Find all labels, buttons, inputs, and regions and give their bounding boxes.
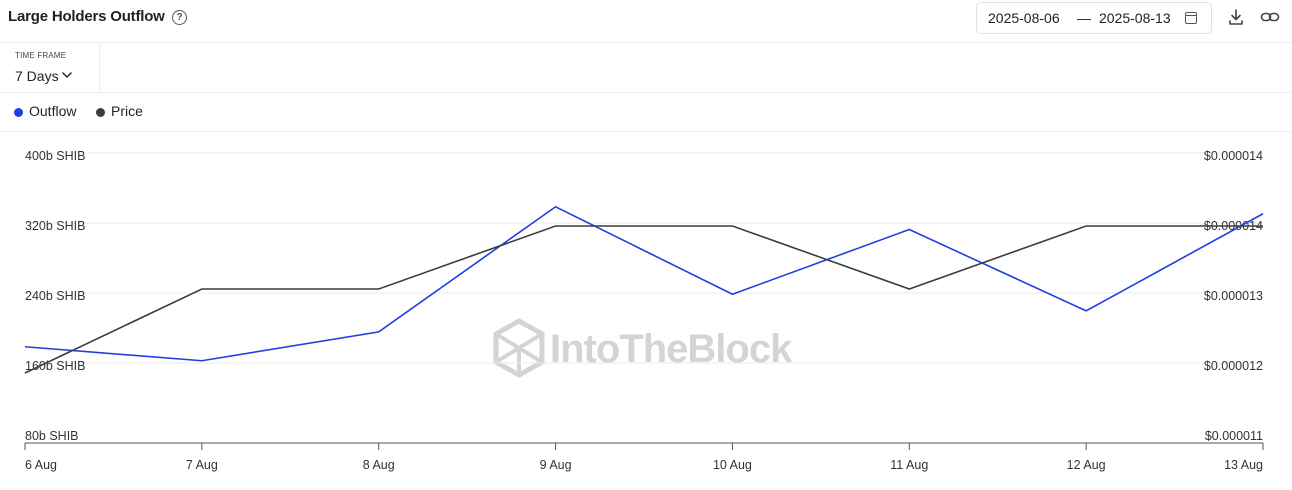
header-bar: Large Holders Outflow ? 2025-08-06 — 202… (0, 0, 1292, 43)
divider (0, 92, 1292, 93)
x-tick-label: 9 Aug (540, 458, 572, 472)
y-left-tick-label: 80b SHIB (25, 429, 79, 443)
y-left-tick-label: 160b SHIB (25, 359, 85, 373)
line-chart: 80b SHIB $0.000011 160b SHIB $0.000012 240b … (24, 149, 1264, 472)
legend-dot-price (96, 108, 105, 117)
series-line-price (24, 225, 1263, 374)
divider (0, 131, 1292, 132)
y-left-tick-label: 400b SHIB (25, 149, 85, 163)
x-tick-label: 11 Aug (890, 458, 928, 472)
watermark-text: IntoTheBlock (550, 327, 792, 371)
chevron-down-icon[interactable] (61, 69, 73, 81)
date-end: 2025-08-13 (1099, 10, 1171, 26)
legend-label-outflow: Outflow (29, 103, 77, 119)
timeframe-value[interactable]: 7 Days (15, 68, 59, 84)
y-right-tick-label: $0.000012 (1204, 359, 1263, 373)
download-icon[interactable] (1225, 6, 1247, 28)
calendar-icon[interactable] (1185, 12, 1197, 24)
date-separator: — (1077, 10, 1091, 26)
y-left-tick-label: 240b SHIB (25, 289, 85, 303)
date-range-picker[interactable]: 2025-08-06 — 2025-08-13 (976, 2, 1212, 34)
y-left-tick-label: 320b SHIB (25, 219, 85, 233)
legend-dot-outflow (14, 108, 23, 117)
timeframe-label: TIME FRAME (15, 51, 67, 60)
x-tick-label: 13 Aug (1224, 458, 1263, 472)
y-right-tick-label: $0.000011 (1205, 429, 1263, 443)
x-tick-label: 8 Aug (363, 458, 395, 472)
legend-label-price: Price (111, 103, 143, 119)
watermark: IntoTheBlock (492, 318, 802, 380)
x-tick-label: 7 Aug (186, 458, 218, 472)
link-icon[interactable] (1259, 6, 1281, 28)
x-tick-label: 10 Aug (713, 458, 752, 472)
x-tick-label: 12 Aug (1067, 458, 1106, 472)
timeframe-selector[interactable]: TIME FRAME 7 Days (0, 42, 100, 92)
date-start: 2025-08-06 (988, 10, 1060, 26)
page-title: Large Holders Outflow (8, 8, 165, 25)
series-line-outflow (24, 205, 1264, 362)
help-icon[interactable]: ? (172, 10, 187, 25)
watermark-logo-icon (493, 318, 545, 378)
y-right-tick-label: $0.000014 (1204, 149, 1263, 163)
x-tick-label: 6 Aug (25, 458, 57, 472)
y-right-tick-label: $0.000013 (1204, 289, 1263, 303)
